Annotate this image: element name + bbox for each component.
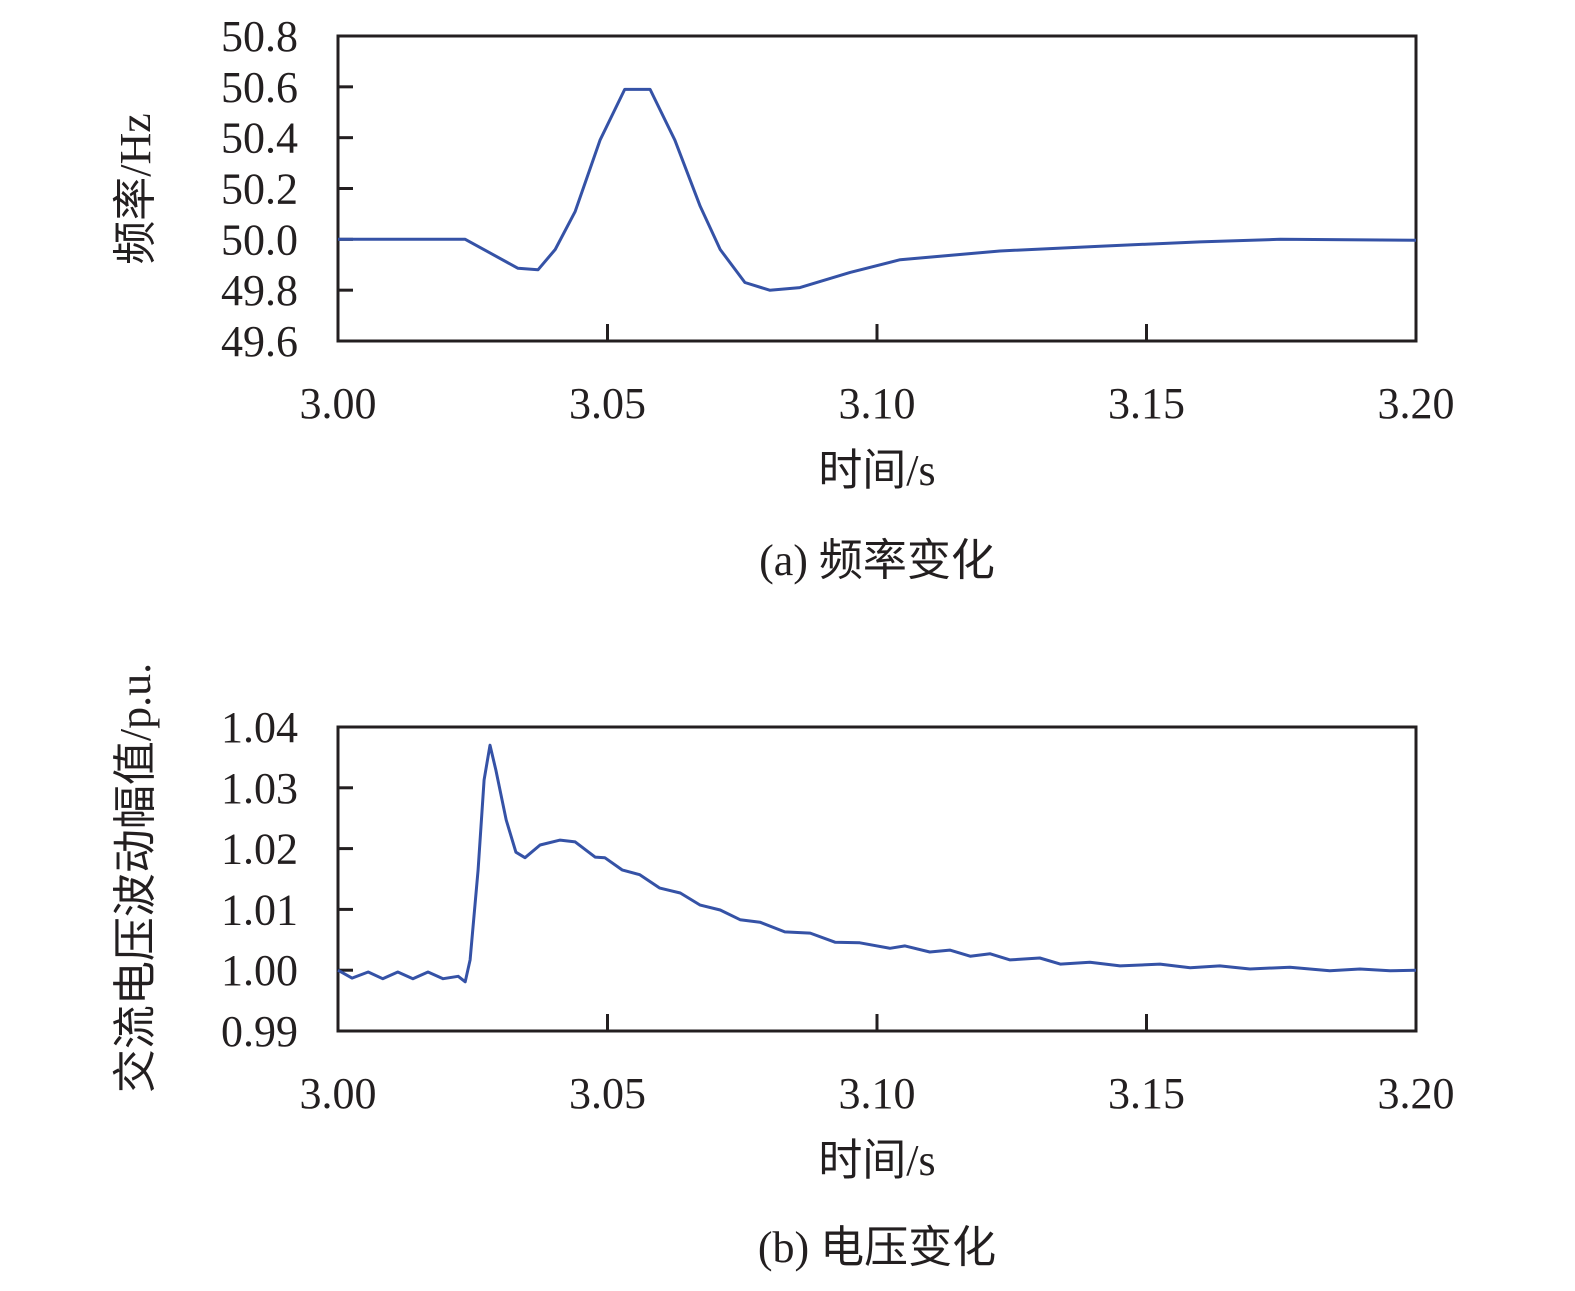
y-tick-label: 1.04 [221,703,298,752]
series-line-frequency [338,87,1417,292]
chart-caption: (b) 电压变化 [758,1223,996,1272]
x-tick-label: 3.15 [1108,379,1185,428]
x-tick-label: 3.10 [839,1069,916,1118]
y-tick-label: 1.03 [221,764,298,813]
y-tick-label: 50.8 [221,12,298,61]
x-tick-label: 3.10 [839,379,916,428]
y-tick-label: 50.0 [221,215,298,264]
y-tick-label: 0.99 [221,1007,298,1056]
x-tick-label: 3.15 [1108,1069,1185,1118]
y-tick-label: 49.6 [221,317,298,366]
y-tick-label: 1.01 [221,885,298,934]
voltage-chart: 时间/s 交流电压波动幅值/p.u. (b) 电压变化 0.99 1.00 1.01… [111,663,1455,1272]
x-tick-label: 3.05 [569,1069,646,1118]
x-tick-label: 3.05 [569,379,646,428]
y-tick-label: 1.00 [221,946,298,995]
y-tick-label: 50.6 [221,63,298,112]
y-axis-label: 交流电压波动幅值/p.u. [111,663,160,1093]
y-tick-label: 50.2 [221,165,298,214]
y-tick-label: 49.8 [221,266,298,315]
x-axis-label: 时间/s [818,446,935,495]
frequency-chart: 时间/s 频率/Hz (a) 频率变化 49.649.850.050.250.4… [111,12,1455,585]
x-tick-label: 3.00 [300,379,377,428]
x-axis-label: 时间/s [818,1136,935,1185]
series-line-ac-voltage [337,743,1417,984]
y-tick-label: 1.02 [221,825,298,874]
plot-frame [336,725,1418,1033]
plot-frame [336,34,1418,343]
x-tick-label: 3.20 [1378,1069,1455,1118]
x-tick-label: 3.20 [1378,379,1455,428]
chart-caption: (a) 频率变化 [759,536,995,585]
y-tick-label: 50.4 [221,114,298,163]
x-tick-label: 3.00 [300,1069,377,1118]
y-axis-label: 频率/Hz [111,113,160,265]
